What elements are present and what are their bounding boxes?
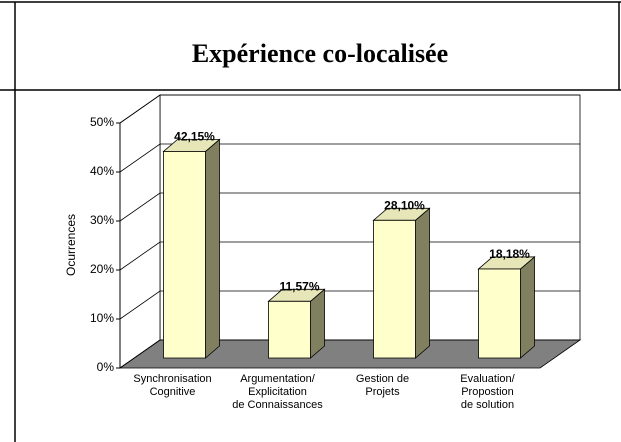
x-tick-label: Gestion de Projets xyxy=(355,373,410,398)
bar xyxy=(162,138,221,359)
value-label: 28,10% xyxy=(384,198,425,212)
bar xyxy=(267,288,326,359)
side-wall xyxy=(119,94,161,369)
grid-line xyxy=(119,241,580,271)
grid-line xyxy=(119,192,580,222)
y-tick-label: 20% xyxy=(90,262,114,276)
bar-side xyxy=(415,207,430,359)
x-tick-label: Argumentation/ Explicitation de Connaiss… xyxy=(232,373,323,411)
y-tick-label: 50% xyxy=(90,115,114,129)
y-tick-label: 40% xyxy=(90,164,114,178)
x-tick-label: Evaluation/ Propostion de solution xyxy=(460,373,515,411)
value-label: 11,57% xyxy=(279,279,319,293)
bar xyxy=(372,207,431,359)
y-tick-label: 0% xyxy=(97,360,115,374)
grid-line xyxy=(119,94,580,124)
bar-front xyxy=(163,151,206,359)
bar-side xyxy=(205,138,220,359)
y-tick-label: 30% xyxy=(90,213,114,227)
bar-front xyxy=(373,219,416,359)
y-tick-label: 10% xyxy=(90,311,114,325)
chart-title: Expérience co-localisée xyxy=(192,39,448,68)
y-axis-title: Ocurrences xyxy=(64,214,78,276)
grid-line xyxy=(119,339,580,369)
bar-front xyxy=(478,268,521,359)
bar-side xyxy=(520,256,535,359)
value-label: 18,18% xyxy=(489,247,530,261)
grid-line xyxy=(119,143,580,173)
value-label: 42,15% xyxy=(174,130,215,144)
grid-line xyxy=(119,290,580,320)
x-tick-label: Synchronisation Cognitive xyxy=(133,373,212,398)
bar xyxy=(477,256,536,359)
bar-front xyxy=(268,300,311,359)
